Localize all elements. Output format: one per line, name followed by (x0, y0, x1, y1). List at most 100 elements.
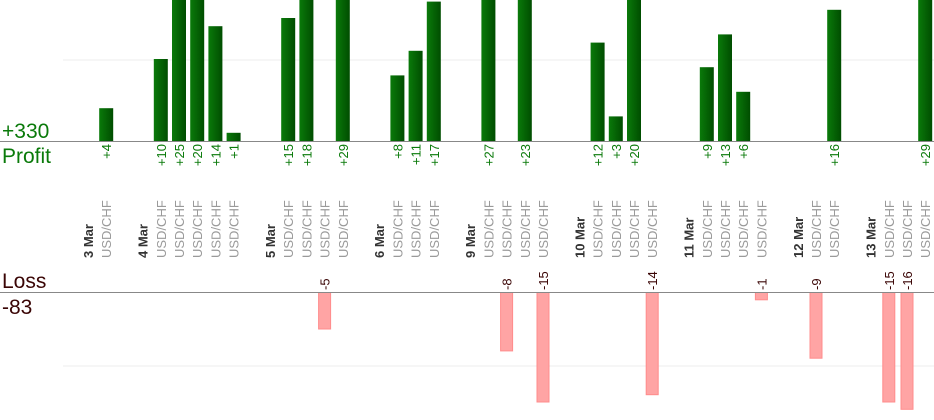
profit-bar (608, 116, 623, 141)
profit-bar (426, 1, 441, 141)
date-label: 5 Mar (263, 224, 278, 258)
pair-label: USD/CHF (281, 200, 296, 258)
profit-total: +330 (2, 120, 49, 143)
profit-value-label: +29 (918, 144, 933, 166)
profit-value-label: +20 (190, 144, 205, 166)
loss-value-label: -15 (882, 271, 897, 290)
profit-value-label: +4 (99, 144, 114, 159)
profit-bar (699, 67, 714, 141)
date-label: 13 Mar (864, 217, 879, 258)
profit-value-label: +3 (609, 144, 624, 159)
pair-label: USD/CHF (318, 200, 333, 258)
pair-label: USD/CHF (609, 200, 624, 258)
profit-bar (226, 132, 241, 141)
loss-value-label: -14 (645, 271, 660, 290)
date-label: 10 Mar (572, 217, 587, 258)
profit-bar (390, 75, 405, 141)
profit-bar (590, 42, 605, 141)
profit-bar (827, 9, 842, 141)
pair-label: USD/CHF (208, 200, 223, 258)
loss-value-label: -5 (318, 278, 333, 290)
pair-label: USD/CHF (299, 200, 314, 258)
profit-bar (208, 26, 223, 141)
pair-label: USD/CHF (500, 200, 515, 258)
pair-label: USD/CHF (627, 200, 642, 258)
loss-axis-label: Loss (2, 270, 46, 293)
profit-axis-label: Profit (2, 145, 51, 168)
pair-label: USD/CHF (827, 200, 842, 258)
date-label: 3 Mar (81, 224, 96, 258)
loss-total: -83 (2, 296, 32, 319)
pair-label: USD/CHF (645, 200, 660, 258)
profit-value-label: +29 (336, 144, 351, 166)
profit-bar (517, 0, 532, 141)
profit-value-label: +12 (591, 144, 606, 166)
pair-label: USD/CHF (918, 200, 933, 258)
profit-bar (627, 0, 641, 141)
pair-label: USD/CHF (172, 200, 187, 258)
loss-bar (754, 292, 768, 301)
loss-bar (500, 292, 514, 352)
profit-value-label: +27 (481, 144, 496, 166)
pair-label: USD/CHF (591, 200, 606, 258)
profit-bar (918, 0, 933, 141)
pair-label: USD/CHF (736, 200, 751, 258)
pair-label: USD/CHF (809, 200, 824, 258)
date-label: 6 Mar (372, 224, 387, 258)
loss-bar (645, 292, 659, 396)
date-label: 11 Mar (682, 218, 697, 258)
profit-bar (172, 0, 186, 141)
loss-value-label: -16 (900, 271, 915, 290)
profit-value-label: +20 (627, 144, 642, 166)
loss-value-label: -9 (809, 278, 824, 290)
pair-label: USD/CHF (754, 200, 769, 258)
pair-label: USD/CHF (154, 200, 169, 258)
pair-label: USD/CHF (518, 200, 533, 258)
pair-label: USD/CHF (882, 200, 897, 258)
profit-value-label: +14 (208, 144, 223, 166)
loss-value-label: -15 (536, 271, 551, 290)
profit-value-label: +15 (281, 144, 296, 166)
pair-label: USD/CHF (227, 200, 242, 258)
loss-bar (318, 292, 332, 330)
pair-label: USD/CHF (718, 200, 733, 258)
profit-value-label: +1 (227, 144, 242, 159)
profit-value-label: +25 (172, 144, 187, 166)
loss-bar (536, 292, 550, 403)
pair-label: USD/CHF (481, 200, 496, 258)
profit-value-label: +13 (718, 144, 733, 166)
loss-bar (900, 292, 914, 410)
pair-label: USD/CHF (336, 200, 351, 258)
pair-label: USD/CHF (536, 200, 551, 258)
loss-value-label: -8 (500, 278, 515, 290)
profit-value-label: +9 (700, 144, 715, 159)
pair-label: USD/CHF (99, 200, 114, 258)
profit-bar (736, 91, 751, 141)
profit-bar (481, 0, 496, 141)
profit-value-label: +17 (427, 144, 442, 166)
date-label: 12 Mar (791, 217, 806, 258)
profit-bar (408, 50, 423, 141)
date-label: 9 Mar (463, 224, 478, 258)
profit-bar (99, 108, 114, 141)
profit-value-label: +23 (518, 144, 533, 166)
profit-bar (299, 0, 314, 141)
pair-label: USD/CHF (409, 200, 424, 258)
profit-bar (153, 59, 168, 141)
profit-bar (335, 0, 350, 141)
pair-label: USD/CHF (390, 200, 405, 258)
profit-value-label: +11 (409, 144, 424, 165)
profit-value-label: +10 (154, 144, 169, 166)
profit-value-label: +8 (390, 144, 405, 159)
pair-label: USD/CHF (900, 200, 915, 258)
pair-label: USD/CHF (427, 200, 442, 258)
pair-label: USD/CHF (700, 200, 715, 258)
profit-value-label: +16 (827, 144, 842, 166)
loss-value-label: -1 (754, 278, 769, 290)
profit-bar (718, 34, 732, 141)
date-label: 4 Mar (136, 224, 151, 258)
profit-bar (190, 0, 205, 141)
profit-value-label: +6 (736, 144, 751, 159)
pair-label: USD/CHF (190, 200, 205, 258)
